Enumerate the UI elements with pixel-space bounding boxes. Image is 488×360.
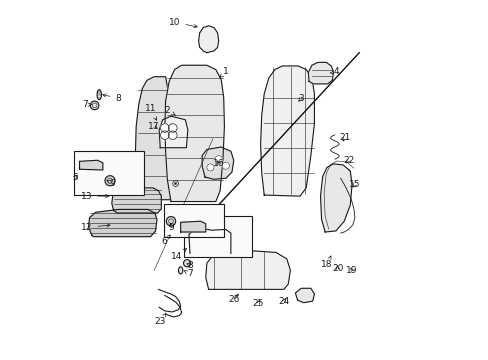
Text: 13: 13 xyxy=(81,192,109,201)
Text: 7: 7 xyxy=(183,269,192,278)
Circle shape xyxy=(160,124,169,132)
Polygon shape xyxy=(80,160,102,170)
Polygon shape xyxy=(135,77,171,200)
Circle shape xyxy=(222,162,229,169)
Text: 16: 16 xyxy=(212,159,224,168)
Polygon shape xyxy=(205,251,290,289)
Circle shape xyxy=(206,164,214,171)
Text: 1: 1 xyxy=(220,67,228,77)
Polygon shape xyxy=(295,288,314,303)
Circle shape xyxy=(105,176,115,186)
Circle shape xyxy=(90,101,99,110)
Polygon shape xyxy=(308,62,333,84)
Polygon shape xyxy=(159,116,187,148)
Text: 21: 21 xyxy=(339,133,350,142)
Circle shape xyxy=(215,156,222,163)
Text: 20: 20 xyxy=(331,265,343,274)
Text: 24: 24 xyxy=(278,297,289,306)
Text: 14: 14 xyxy=(171,249,186,261)
Bar xyxy=(184,216,251,257)
Text: 25: 25 xyxy=(252,299,263,308)
Text: 2: 2 xyxy=(164,105,175,115)
Polygon shape xyxy=(88,210,157,237)
Circle shape xyxy=(168,124,177,132)
Bar xyxy=(163,204,224,237)
Ellipse shape xyxy=(97,90,101,100)
Polygon shape xyxy=(112,188,161,213)
Text: 6: 6 xyxy=(161,235,170,246)
Text: 23: 23 xyxy=(154,313,165,326)
Ellipse shape xyxy=(178,267,183,274)
Circle shape xyxy=(160,131,169,139)
Text: 7: 7 xyxy=(82,100,91,109)
Text: 8: 8 xyxy=(187,261,192,270)
Text: 8: 8 xyxy=(102,94,121,103)
Circle shape xyxy=(174,183,176,185)
Text: 4: 4 xyxy=(329,67,338,76)
Polygon shape xyxy=(164,65,224,202)
Circle shape xyxy=(168,131,177,139)
Text: 18: 18 xyxy=(321,256,332,269)
Circle shape xyxy=(183,260,190,267)
Text: 22: 22 xyxy=(342,156,353,165)
Polygon shape xyxy=(180,221,205,232)
Text: 9: 9 xyxy=(168,223,174,232)
Text: 9: 9 xyxy=(106,179,115,188)
Circle shape xyxy=(166,217,175,226)
Text: 26: 26 xyxy=(227,294,239,303)
Text: 15: 15 xyxy=(348,180,360,189)
Polygon shape xyxy=(260,66,314,196)
Text: 19: 19 xyxy=(346,266,357,275)
Text: 3: 3 xyxy=(298,94,304,103)
Polygon shape xyxy=(198,26,218,53)
Text: 12: 12 xyxy=(81,223,110,232)
Bar xyxy=(74,151,144,195)
Polygon shape xyxy=(202,147,233,179)
Text: 5: 5 xyxy=(72,173,78,182)
Polygon shape xyxy=(320,164,351,232)
Text: 11: 11 xyxy=(144,104,156,120)
Text: 17: 17 xyxy=(148,122,160,131)
Text: 10: 10 xyxy=(168,18,197,28)
